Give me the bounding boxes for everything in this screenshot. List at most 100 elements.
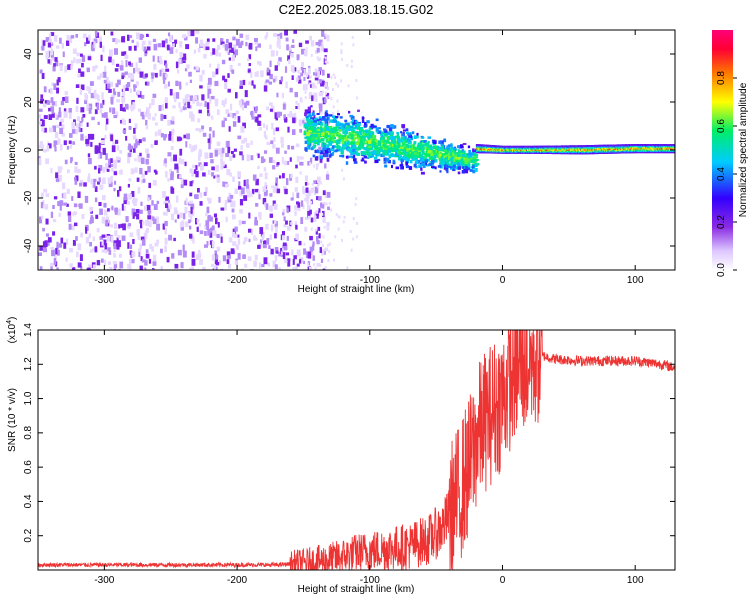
spectrogram-cell (307, 251, 312, 259)
spectrogram-cell (253, 260, 257, 267)
spectrogram-cell (199, 192, 203, 198)
spectrogram-cell (294, 92, 298, 98)
spectrogram-cell (299, 129, 303, 133)
spectrogram-cell (336, 125, 339, 129)
spectrogram-cell (291, 114, 295, 118)
spectrogram-cell (101, 92, 104, 100)
spectrogram-cell (439, 160, 442, 164)
spectrogram-cell (463, 168, 466, 171)
spectrogram-cell (302, 189, 306, 195)
spectrogram-cell (215, 217, 218, 225)
spectrogram-cell (175, 80, 179, 86)
spectrogram-cell (52, 125, 56, 132)
spectrogram-cell (41, 127, 45, 132)
spectrogram-cell (408, 140, 412, 144)
spectrogram-cell (446, 146, 449, 149)
spectrogram-cell (356, 147, 359, 151)
spectrogram-cell (297, 207, 301, 211)
spectrogram-cell (216, 109, 220, 116)
spectrogram-cell (363, 125, 367, 128)
spectrogram-cell (307, 161, 310, 166)
spectrogram-cell (175, 61, 179, 69)
spectrogram-cell (314, 156, 319, 161)
spectrogram-cell (211, 71, 216, 78)
spectrogram-cell (254, 220, 258, 226)
spectrogram-cell (239, 85, 243, 89)
spectrogram-cell (317, 176, 321, 184)
spectrogram-cell (206, 225, 209, 231)
spectrogram-cell (107, 177, 112, 184)
spectrogram-cell (165, 73, 169, 78)
spectrogram-cell (127, 264, 130, 269)
spectrogram-cell (201, 125, 205, 130)
spectrogram-cell (306, 116, 309, 121)
spectrogram-cell (262, 186, 267, 192)
spectrogram-cell (325, 92, 330, 99)
spectrogram-cell (94, 165, 97, 170)
spectrogram-cell (453, 154, 457, 157)
spectrogram-cell (218, 148, 222, 155)
spectrogram-cell (278, 251, 282, 257)
spectrogram-cell (467, 155, 470, 160)
figure-title: C2E2.2025.083.18.15.G02 (279, 2, 434, 17)
spectrogram-cell (231, 231, 236, 238)
spectrogram-cell (163, 211, 168, 216)
spectrogram-cell (220, 38, 224, 45)
spectrogram-cell (102, 71, 107, 78)
spectrogram-cell (339, 116, 343, 119)
spectrogram-cell (144, 170, 148, 175)
spectrogram-cell (61, 132, 65, 137)
spectrogram-cell (387, 139, 390, 143)
spectrogram-cell (316, 56, 319, 60)
spectrogram-cell (224, 98, 227, 105)
spectrogram-cell (359, 127, 364, 130)
spectrogram-cell (384, 164, 388, 168)
spectrogram-cell (383, 144, 386, 147)
spectrogram-cell (303, 131, 306, 134)
spectrogram-cell (365, 151, 369, 155)
spectrogram-cell (229, 155, 233, 161)
spectrogram-cell (472, 169, 476, 174)
spectrogram-cell (316, 47, 320, 53)
spectrogram-cell (43, 127, 47, 133)
spectrogram-cell (242, 241, 246, 245)
spectrogram-cell (111, 168, 114, 172)
spectrogram-cell (285, 37, 289, 42)
spectrogram-cell (449, 157, 454, 162)
spectrogram-cell (312, 114, 316, 121)
spectrogram-cell (47, 42, 51, 48)
spectrogram-cell (291, 249, 294, 256)
spectrogram-cell (426, 142, 429, 145)
spectrogram-cell (391, 139, 394, 143)
spectrogram-cell (318, 146, 322, 153)
spectrogram-cell (102, 147, 106, 155)
spectrogram-cell (88, 233, 91, 239)
spectrogram-cell (453, 149, 457, 152)
spectrogram-cell (327, 138, 330, 141)
spectrogram-cell (237, 116, 241, 123)
spectrogram-cell (207, 214, 212, 222)
spectrogram-cell (142, 268, 145, 270)
spectrogram-cell (53, 258, 57, 265)
spectrogram-cell (102, 99, 105, 105)
spectrogram-cell (234, 226, 238, 232)
spectrogram-cell (317, 70, 321, 78)
spectrogram-cell (296, 263, 300, 267)
spectrogram-cell (274, 112, 277, 119)
spectrogram-cell (253, 235, 256, 241)
spectrogram-cell (99, 184, 104, 190)
spectrogram-cell (301, 48, 305, 55)
spectrogram-cell (269, 102, 273, 106)
spectrogram-cell (469, 155, 473, 158)
spectrogram-cell (305, 187, 309, 193)
spectrogram-cell (130, 104, 134, 112)
spectrogram-cell (410, 136, 413, 141)
spectrogram-cell (160, 68, 165, 73)
spectrogram-cell (346, 63, 349, 67)
spectrogram-cell (388, 135, 390, 140)
spectrogram-cell (225, 216, 228, 223)
spectrogram-cell (361, 157, 364, 162)
spectrogram-cell (60, 118, 64, 123)
spectrogram-cell (308, 113, 311, 116)
spectrogram-cell (153, 63, 157, 70)
